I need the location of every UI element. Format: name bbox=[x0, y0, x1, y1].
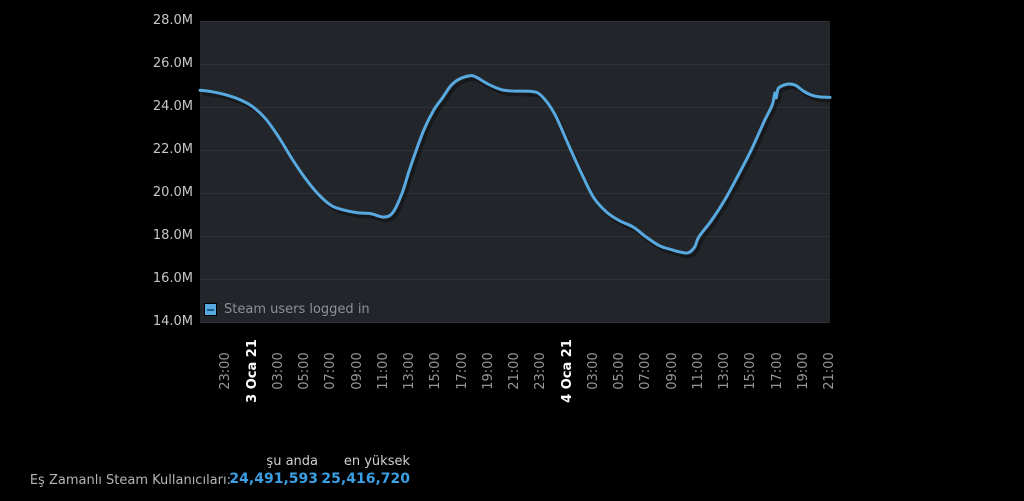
x-tick-date-label: 3 Oca 21 bbox=[244, 339, 260, 403]
x-tick-label: 11:00 bbox=[375, 352, 391, 390]
x-tick-label: 23:00 bbox=[218, 352, 234, 390]
x-tick-label: 03:00 bbox=[270, 352, 286, 390]
stat-current-header: şu anda bbox=[266, 454, 318, 469]
y-tick-label: 28.0M bbox=[152, 13, 193, 28]
y-tick-label: 20.0M bbox=[152, 185, 193, 200]
y-tick-label: 26.0M bbox=[152, 56, 193, 71]
chart-legend[interactable]: Steam users logged in bbox=[204, 302, 370, 317]
x-tick-label: 17:00 bbox=[769, 352, 785, 390]
x-tick-label: 19:00 bbox=[795, 352, 811, 390]
x-tick-label: 21:00 bbox=[507, 352, 522, 390]
y-tick-label: 24.0M bbox=[152, 99, 193, 114]
x-tick-label: 19:00 bbox=[480, 352, 496, 390]
x-tick-label: 17:00 bbox=[454, 352, 470, 390]
legend-series-swatch-icon bbox=[204, 303, 217, 316]
chart-line-svg bbox=[198, 21, 833, 323]
legend-series-label: Steam users logged in bbox=[224, 302, 370, 317]
x-tick-label: 15:00 bbox=[743, 352, 759, 390]
stats-row-label: Eş Zamanlı Steam Kullanıcıları: bbox=[29, 473, 231, 488]
x-tick-label: 21:00 bbox=[822, 352, 837, 390]
chart-plot-area[interactable]: Steam users logged in bbox=[198, 21, 833, 323]
y-tick-label: 16.0M bbox=[152, 271, 193, 286]
x-tick-date-label: 4 Oca 21 bbox=[559, 339, 575, 403]
legend-dash-icon bbox=[207, 308, 214, 311]
x-tick-label: 03:00 bbox=[585, 352, 601, 390]
x-tick-label: 09:00 bbox=[349, 352, 365, 390]
y-tick-label: 22.0M bbox=[152, 142, 193, 157]
stat-peak-value: 25,416,720 bbox=[321, 471, 410, 487]
series-line bbox=[198, 74, 832, 255]
x-tick-label: 13:00 bbox=[402, 352, 417, 390]
x-tick-label: 13:00 bbox=[717, 352, 732, 390]
y-tick-label: 14.0M bbox=[152, 314, 193, 329]
x-tick-label: 11:00 bbox=[690, 352, 706, 390]
stat-peak-header: en yüksek bbox=[343, 454, 410, 469]
x-tick-label: 23:00 bbox=[533, 352, 549, 390]
x-tick-label: 09:00 bbox=[664, 352, 680, 390]
y-tick-label: 18.0M bbox=[152, 228, 193, 243]
x-tick-label: 15:00 bbox=[428, 352, 444, 390]
stat-current-value: 24,491,593 bbox=[229, 471, 318, 487]
x-tick-label: 05:00 bbox=[297, 352, 312, 390]
x-tick-label: 07:00 bbox=[638, 352, 654, 390]
x-tick-label: 05:00 bbox=[612, 352, 627, 390]
x-tick-label: 07:00 bbox=[323, 352, 339, 390]
